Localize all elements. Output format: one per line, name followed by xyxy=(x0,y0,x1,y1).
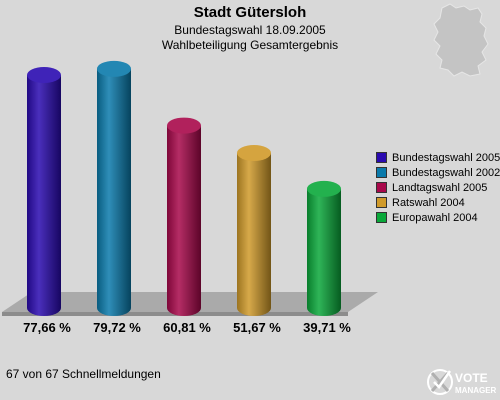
value-label-2: 79,72 % xyxy=(93,320,141,335)
value-label-1: 77,66 % xyxy=(23,320,71,335)
bar-body xyxy=(167,125,201,316)
bar-body xyxy=(237,152,271,316)
legend-item-1: Bundestagswahl 2005 xyxy=(376,150,500,165)
legend-item-5: Europawahl 2004 xyxy=(376,210,500,225)
legend-label: Europawahl 2004 xyxy=(392,211,478,224)
bar-body xyxy=(97,68,131,316)
legend-item-3: Landtagswahl 2005 xyxy=(376,180,500,195)
legend-label: Landtagswahl 2005 xyxy=(392,181,488,194)
legend-label: Bundestagswahl 2002 xyxy=(392,166,500,179)
legend-item-4: Ratswahl 2004 xyxy=(376,195,500,210)
bar-top xyxy=(167,117,201,134)
bar-top xyxy=(307,180,341,197)
bar-body xyxy=(307,188,341,316)
logo-mark-icon xyxy=(427,369,453,395)
bar-top xyxy=(27,67,61,84)
legend-item-2: Bundestagswahl 2002 xyxy=(376,165,500,180)
vote-manager-logo: VOTE MANAGER xyxy=(427,369,497,395)
chart-subtitle-date: Bundestagswahl 18.09.2005 xyxy=(174,23,326,37)
legend-swatch xyxy=(376,197,387,208)
value-label-5: 39,71 % xyxy=(303,320,351,335)
bar-top xyxy=(237,144,271,161)
bar-body xyxy=(27,75,61,317)
bar-3 xyxy=(167,117,201,316)
legend-label: Ratswahl 2004 xyxy=(392,196,465,209)
bar-5 xyxy=(307,180,341,316)
legend-swatch xyxy=(376,182,387,193)
chart-title: Stadt Gütersloh xyxy=(193,4,307,21)
legend-swatch xyxy=(376,167,387,178)
legend-label: Bundestagswahl 2005 xyxy=(392,151,500,164)
legend: Bundestagswahl 2005 Bundestagswahl 2002 La… xyxy=(376,150,500,225)
germany-map-icon xyxy=(433,3,489,77)
bar-top xyxy=(97,60,131,77)
footer-status: 67 von 67 Schnellmeldungen xyxy=(6,367,161,381)
legend-swatch xyxy=(376,152,387,163)
bar-2 xyxy=(97,60,131,316)
logo-text-manager: MANAGER xyxy=(455,386,497,395)
bar-1 xyxy=(27,67,61,317)
legend-swatch xyxy=(376,212,387,223)
bar-4 xyxy=(237,144,271,316)
value-label-3: 60,81 % xyxy=(163,320,211,335)
chart-subtitle-description: Wahlbeteiligung Gesamtergebnis xyxy=(161,38,339,52)
value-label-4: 51,67 % xyxy=(233,320,281,335)
logo-text-vote: VOTE xyxy=(455,371,488,385)
